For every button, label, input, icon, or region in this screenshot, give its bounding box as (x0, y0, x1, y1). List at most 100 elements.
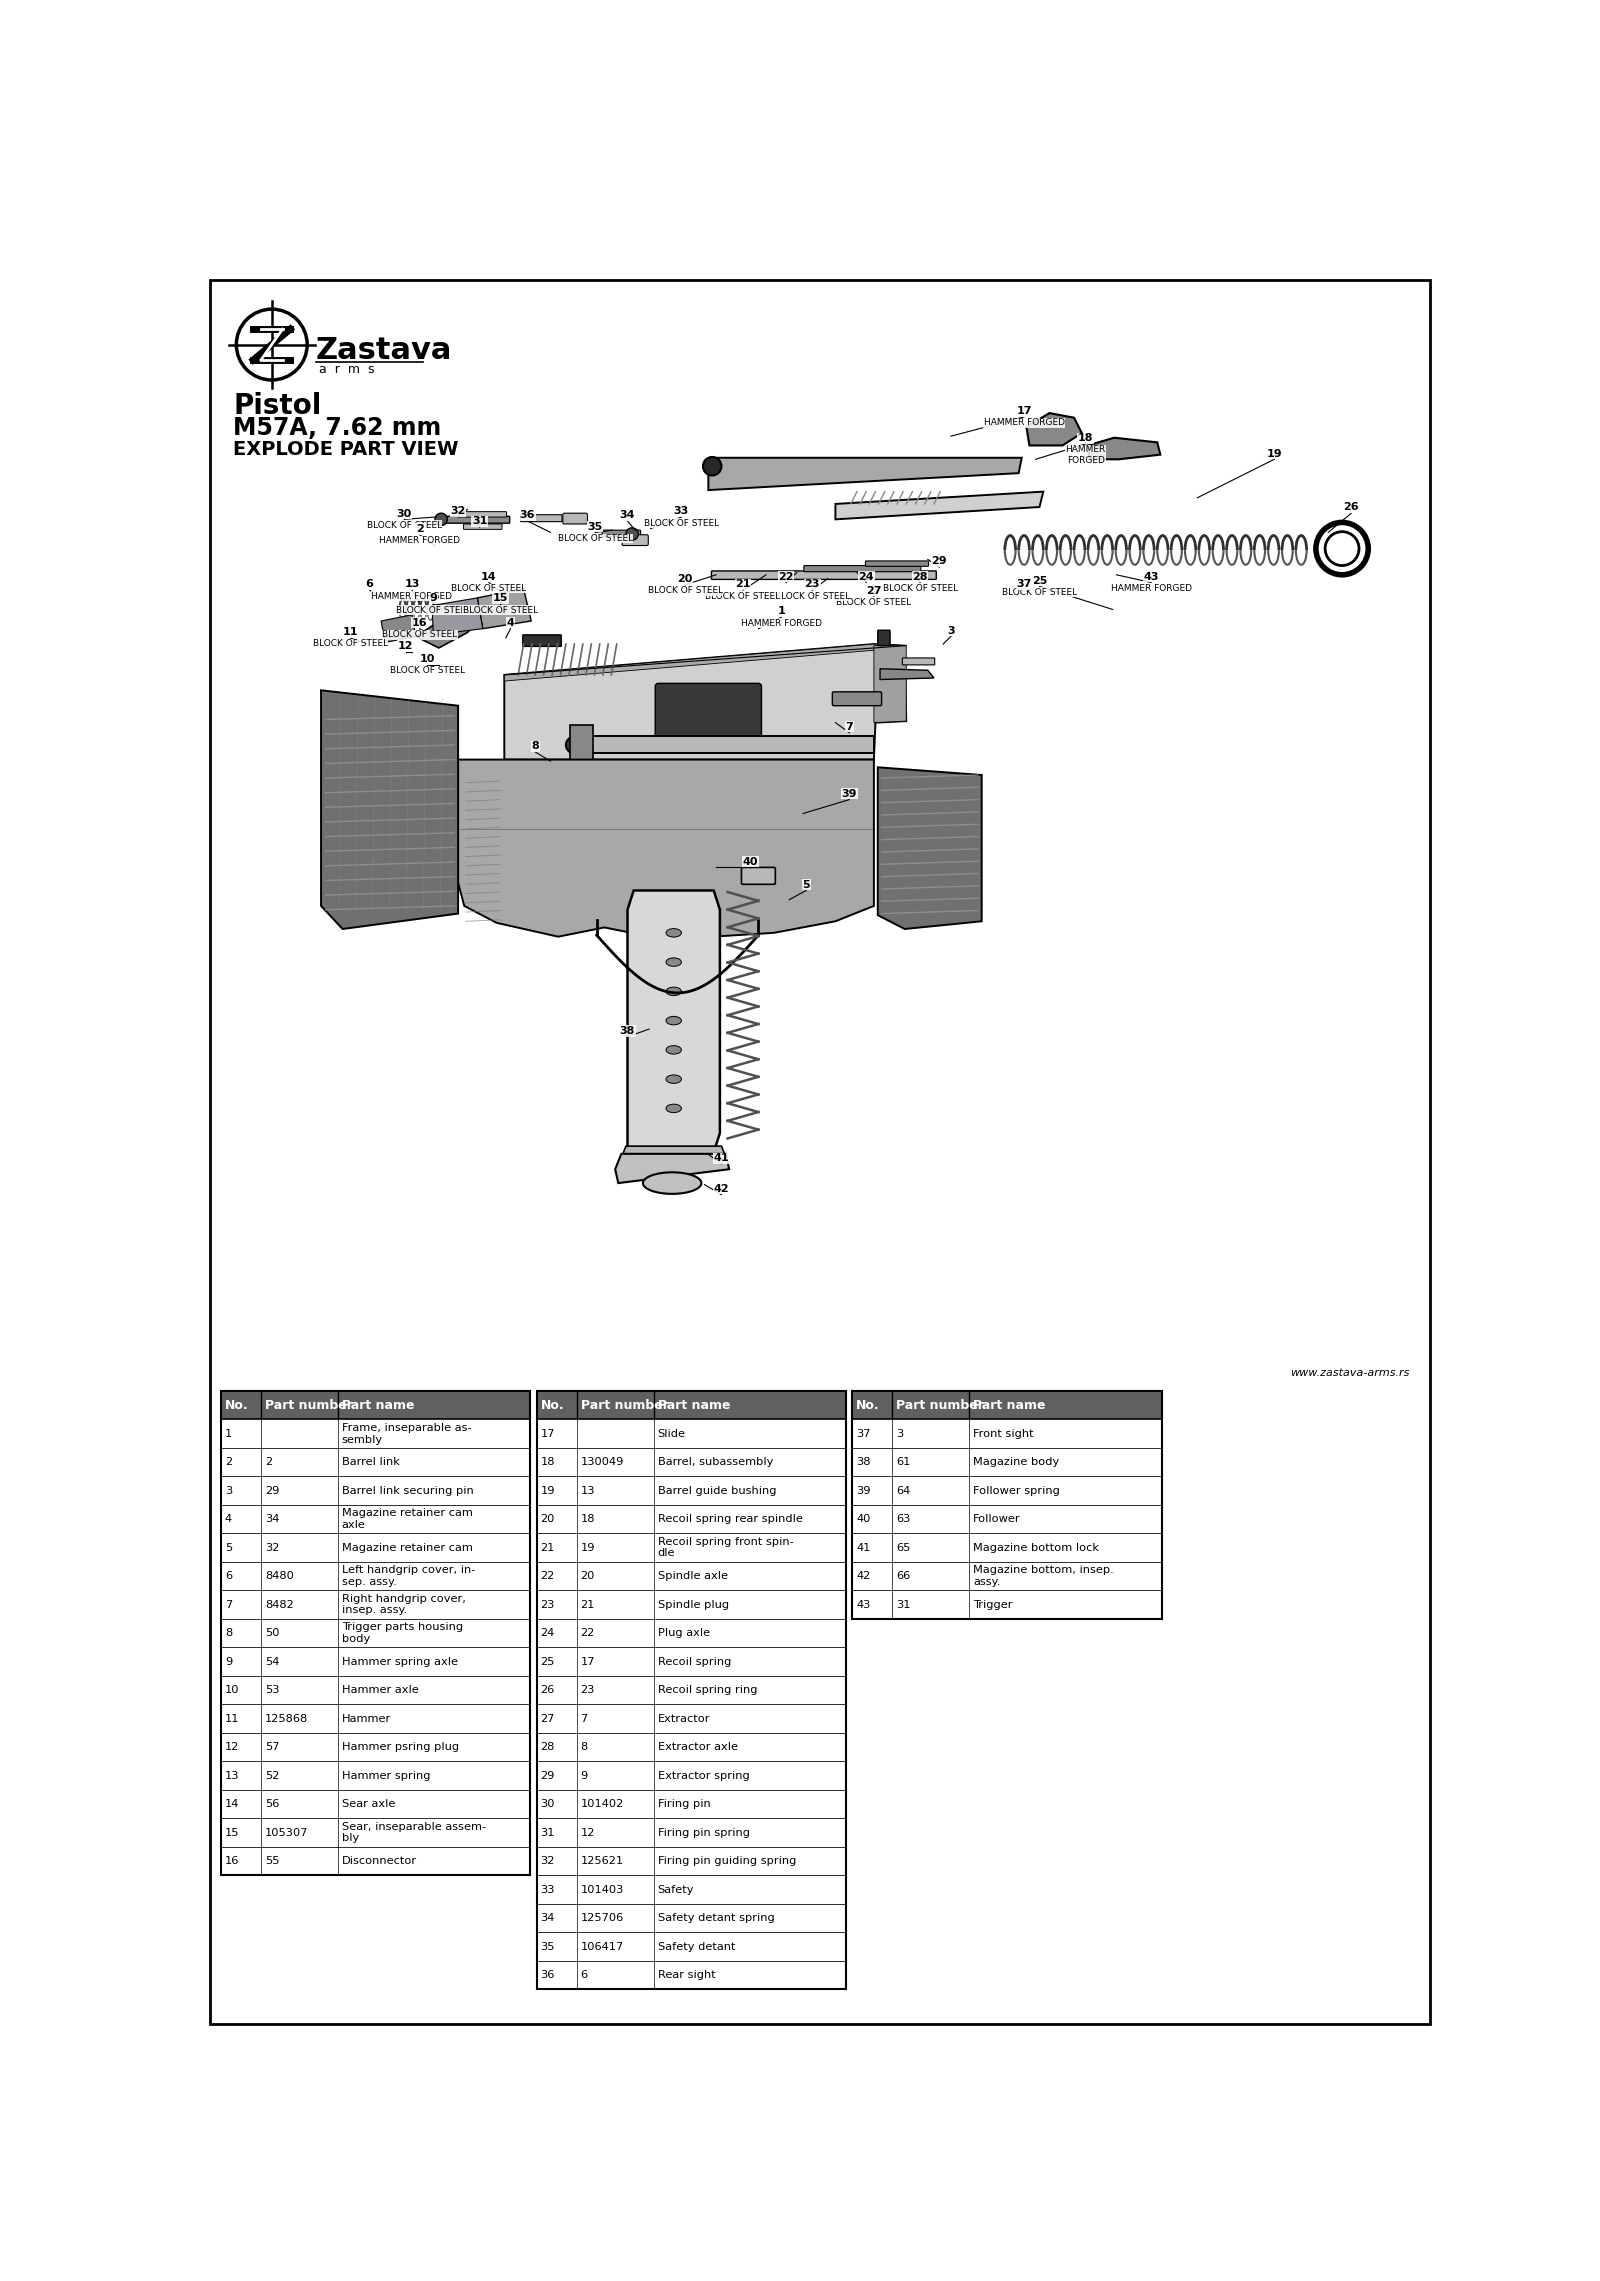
Text: BLOCK OF STEEL: BLOCK OF STEEL (643, 518, 718, 527)
Ellipse shape (666, 1074, 682, 1083)
FancyBboxPatch shape (536, 1818, 846, 1848)
Text: 17: 17 (581, 1656, 595, 1667)
Text: HAMMER FORGED: HAMMER FORGED (984, 417, 1064, 427)
FancyBboxPatch shape (536, 1734, 846, 1761)
Text: 27: 27 (541, 1713, 555, 1724)
FancyBboxPatch shape (536, 1905, 846, 1932)
Text: HAMMER FORGED: HAMMER FORGED (371, 591, 453, 600)
FancyBboxPatch shape (536, 1848, 846, 1875)
Polygon shape (880, 668, 934, 680)
Polygon shape (381, 616, 416, 643)
Text: 2: 2 (416, 525, 424, 534)
FancyBboxPatch shape (221, 1704, 531, 1734)
Text: Recoil spring ring: Recoil spring ring (658, 1686, 757, 1695)
Text: Magazine bottom lock: Magazine bottom lock (973, 1542, 1099, 1553)
FancyBboxPatch shape (536, 1875, 846, 1905)
Text: 7: 7 (224, 1599, 232, 1610)
FancyBboxPatch shape (221, 1562, 531, 1590)
Text: 125621: 125621 (581, 1857, 624, 1866)
FancyBboxPatch shape (866, 561, 928, 566)
Ellipse shape (666, 1104, 682, 1113)
Text: 34: 34 (266, 1515, 280, 1524)
FancyBboxPatch shape (536, 1391, 846, 1419)
Text: BLOCK OF STEEL: BLOCK OF STEEL (390, 666, 466, 675)
FancyBboxPatch shape (536, 1620, 846, 1647)
FancyBboxPatch shape (853, 1533, 1162, 1562)
Text: Front sight: Front sight (973, 1428, 1034, 1439)
Text: 63: 63 (896, 1515, 910, 1524)
Text: 16: 16 (224, 1857, 238, 1866)
Polygon shape (614, 1154, 730, 1184)
FancyBboxPatch shape (712, 570, 936, 579)
FancyBboxPatch shape (221, 1818, 531, 1848)
Text: Safety detant: Safety detant (658, 1941, 734, 1953)
FancyBboxPatch shape (536, 1590, 846, 1620)
Text: Left handgrip cover, in-
sep. assy.: Left handgrip cover, in- sep. assy. (342, 1565, 475, 1588)
Text: 18: 18 (1078, 433, 1093, 443)
Text: 19: 19 (581, 1542, 595, 1553)
FancyBboxPatch shape (536, 1761, 846, 1791)
FancyBboxPatch shape (221, 1647, 531, 1677)
FancyBboxPatch shape (520, 516, 562, 522)
Polygon shape (504, 643, 904, 682)
Text: 35: 35 (587, 522, 603, 531)
Text: 20: 20 (541, 1515, 555, 1524)
Text: 1: 1 (224, 1428, 232, 1439)
Text: 43: 43 (1144, 573, 1158, 582)
Polygon shape (322, 691, 458, 928)
Text: 28: 28 (912, 573, 928, 582)
Text: 2: 2 (266, 1458, 272, 1467)
Text: 56: 56 (266, 1800, 280, 1809)
Text: Sear axle: Sear axle (342, 1800, 395, 1809)
Text: Part name: Part name (973, 1398, 1046, 1412)
Text: BLOCK OF STEEL: BLOCK OF STEEL (312, 639, 387, 648)
Text: 29: 29 (931, 557, 947, 566)
Polygon shape (432, 598, 483, 634)
Text: Hammer axle: Hammer axle (342, 1686, 419, 1695)
Text: 39: 39 (856, 1485, 870, 1496)
Text: No.: No. (541, 1398, 565, 1412)
Polygon shape (477, 588, 531, 630)
FancyBboxPatch shape (523, 634, 562, 646)
FancyBboxPatch shape (853, 1590, 1162, 1620)
Text: BLOCK OF STEEL: BLOCK OF STEEL (883, 584, 958, 593)
Text: 38: 38 (856, 1458, 870, 1467)
FancyBboxPatch shape (221, 1419, 531, 1448)
Text: BLOCK OF STEEL: BLOCK OF STEEL (648, 586, 723, 595)
Text: Recoil spring front spin-
dle: Recoil spring front spin- dle (658, 1537, 794, 1558)
Text: 41: 41 (856, 1542, 870, 1553)
FancyBboxPatch shape (741, 867, 776, 885)
Text: 9: 9 (224, 1656, 232, 1667)
Text: 13: 13 (224, 1770, 240, 1781)
Text: Barrel guide bushing: Barrel guide bushing (658, 1485, 776, 1496)
FancyBboxPatch shape (536, 1932, 846, 1962)
Text: 53: 53 (266, 1686, 280, 1695)
Text: Barrel link securing pin: Barrel link securing pin (342, 1485, 474, 1496)
Text: HAMMER FORGED: HAMMER FORGED (741, 618, 822, 627)
Text: 65: 65 (896, 1542, 910, 1553)
Text: 101402: 101402 (581, 1800, 624, 1809)
Text: 41: 41 (714, 1154, 730, 1163)
FancyBboxPatch shape (221, 1533, 531, 1562)
Text: 31: 31 (896, 1599, 910, 1610)
Text: 16: 16 (411, 618, 427, 627)
Polygon shape (458, 760, 874, 937)
Polygon shape (667, 926, 688, 967)
Text: 29: 29 (266, 1485, 280, 1496)
Circle shape (435, 513, 448, 525)
Text: 3: 3 (896, 1428, 904, 1439)
FancyBboxPatch shape (536, 1476, 846, 1505)
Text: 25: 25 (1032, 575, 1046, 586)
Ellipse shape (571, 739, 582, 750)
Text: Pistol: Pistol (234, 392, 322, 420)
Text: 31: 31 (472, 516, 488, 527)
Text: No.: No. (856, 1398, 880, 1412)
Text: Spindle plug: Spindle plug (658, 1599, 728, 1610)
FancyBboxPatch shape (853, 1505, 1162, 1533)
Text: 37: 37 (856, 1428, 870, 1439)
Text: 4: 4 (507, 618, 514, 627)
Text: Trigger: Trigger (973, 1599, 1013, 1610)
Text: 26: 26 (541, 1686, 555, 1695)
Text: 24: 24 (541, 1629, 555, 1638)
Text: M57A, 7.62 mm: M57A, 7.62 mm (234, 415, 442, 440)
